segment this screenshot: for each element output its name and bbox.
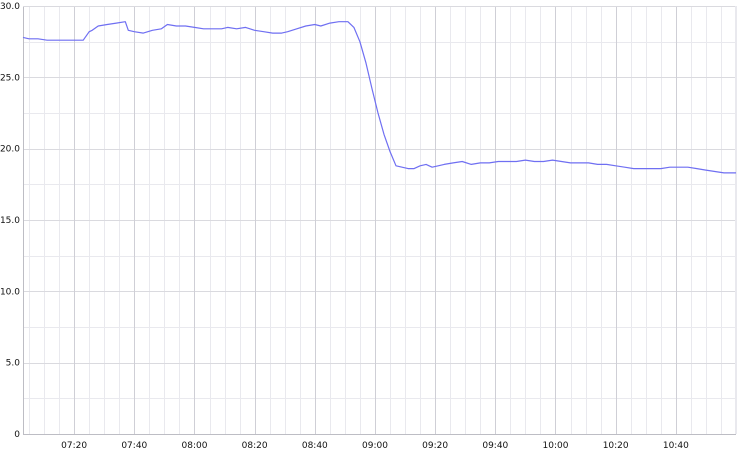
- x-tick-label: 07:40: [121, 441, 147, 451]
- x-tick-label: 10:20: [603, 441, 629, 451]
- y-tick-label: 25.0: [0, 73, 20, 83]
- x-tick-label: 10:40: [663, 441, 689, 451]
- x-tick-label: 10:00: [543, 441, 569, 451]
- y-tick-label: 0: [14, 430, 20, 440]
- x-tick-label: 08:40: [302, 441, 328, 451]
- series: [22, 21, 736, 174]
- y-tick-label: 20.0: [0, 145, 20, 155]
- series-line: [22, 21, 736, 174]
- y-tick-label: 15.0: [0, 216, 20, 226]
- y-tick-labels: 0 5.0 10.0 15.0 20.0 25.0 30.0: [0, 2, 20, 440]
- x-tick-label: 08:20: [242, 441, 268, 451]
- x-tick-label: 09:00: [362, 441, 388, 451]
- axes: [23, 6, 736, 435]
- y-tick-label: 30.0: [0, 2, 20, 12]
- grid: [23, 6, 737, 435]
- x-tick-label: 08:00: [182, 441, 208, 451]
- x-tick-label: 09:40: [482, 441, 508, 451]
- y-tick-label: 5.0: [6, 359, 21, 369]
- x-tick-label: 07:20: [61, 441, 87, 451]
- x-tick-labels: 07:20 07:40 08:00 08:20 08:40 09:00 09:20 09:40…: [61, 441, 689, 451]
- x-tick-label: 09:20: [422, 441, 448, 451]
- y-tick-label: 10.0: [0, 287, 20, 297]
